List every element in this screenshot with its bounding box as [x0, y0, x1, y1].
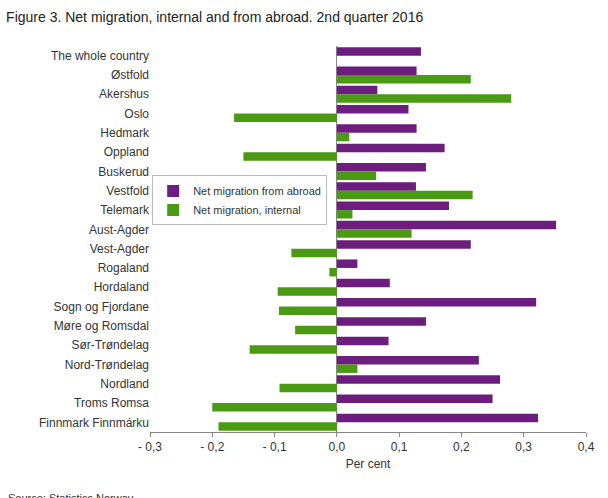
svg-text:- 0,3: - 0,3 [138, 440, 162, 454]
svg-text:The whole country: The whole country [51, 49, 149, 63]
svg-text:Source: Statistics Norway.: Source: Statistics Norway. [8, 492, 136, 498]
svg-text:Sogn og Fjordane: Sogn og Fjordane [54, 300, 150, 314]
svg-text:Akershus: Akershus [99, 87, 149, 101]
svg-text:Vest-Agder: Vest-Agder [90, 242, 149, 256]
svg-text:0,2: 0,2 [453, 440, 470, 454]
svg-text:- 0,1: - 0,1 [263, 440, 287, 454]
svg-text:Sør-Trøndelag: Sør-Trøndelag [71, 338, 149, 352]
svg-text:Telemark: Telemark [100, 203, 150, 217]
svg-text:Nordland: Nordland [100, 377, 149, 391]
svg-text:- 0,2: - 0,2 [200, 440, 224, 454]
svg-text:Nord-Trøndelag: Nord-Trøndelag [65, 358, 149, 372]
svg-text:Net migration from abroad: Net migration from abroad [193, 185, 321, 197]
svg-text:0,3: 0,3 [515, 440, 532, 454]
svg-text:Hordaland: Hordaland [94, 280, 149, 294]
svg-text:Finnmark Finnmárku: Finnmark Finnmárku [39, 416, 149, 430]
svg-text:Net migration, internal: Net migration, internal [193, 204, 301, 216]
svg-text:Rogaland: Rogaland [98, 261, 149, 275]
svg-text:Per cent: Per cent [346, 457, 391, 471]
svg-text:0,0: 0,0 [329, 440, 346, 454]
svg-text:Buskerud: Buskerud [98, 165, 149, 179]
svg-text:Vestfold: Vestfold [106, 184, 149, 198]
svg-text:Hedmark: Hedmark [100, 126, 150, 140]
svg-text:Oslo: Oslo [124, 107, 149, 121]
svg-text:Aust-Agder: Aust-Agder [89, 223, 149, 237]
svg-text:Østfold: Østfold [111, 68, 149, 82]
svg-text:0,1: 0,1 [391, 440, 408, 454]
svg-text:Møre og Romsdal: Møre og Romsdal [54, 319, 149, 333]
svg-text:Oppland: Oppland [104, 145, 149, 159]
svg-text:Troms Romsa: Troms Romsa [74, 396, 149, 410]
svg-text:Figure 3. Net migration, inter: Figure 3. Net migration, internal and fr… [6, 9, 423, 25]
svg-text:0,4: 0,4 [578, 440, 595, 454]
